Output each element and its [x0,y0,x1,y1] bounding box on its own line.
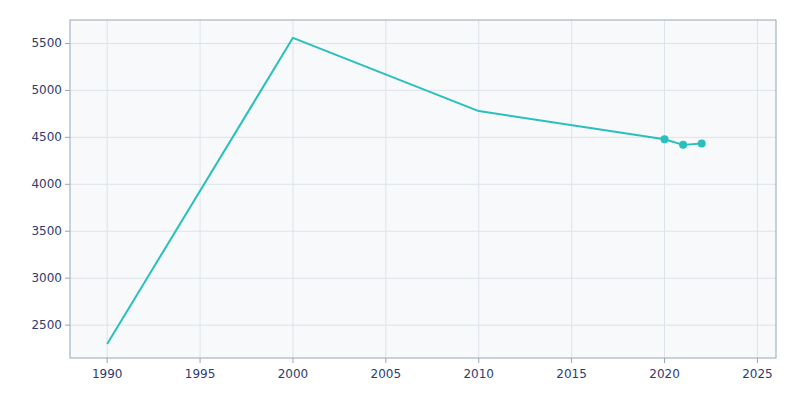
y-tick [65,278,70,279]
x-tick-label: 1990 [92,367,123,381]
y-tick-label: 5500 [31,36,62,50]
x-tick-label: 2015 [556,367,587,381]
x-grid-line [571,20,572,358]
line [107,38,702,344]
x-tick-label: 1995 [185,367,216,381]
chart: 2500 3000 3500 4000 4500 5000 5500 1990 1995 2000… [0,0,800,400]
x-grid-line [107,20,108,358]
y-tick-label: 4000 [31,177,62,191]
x-grid-line [292,20,293,358]
x-tick [292,358,293,363]
x-grid-line [664,20,665,358]
x-tick [107,358,108,363]
x-grid-line [757,20,758,358]
y-tick [65,137,70,138]
x-grid-line [478,20,479,358]
y-tick-label: 2500 [31,318,62,332]
y-tick [65,43,70,44]
y-tick [65,325,70,326]
plot-frame [70,20,776,358]
x-tick-label: 2025 [742,367,773,381]
data [107,38,706,344]
x-tick-label: 2000 [278,367,309,381]
y-tick-label: 5000 [31,83,62,97]
y-tick [65,184,70,185]
x-tick [664,358,665,363]
y-grid-line [70,43,776,44]
marker [679,141,687,149]
y-tick [65,231,70,232]
marker [661,135,669,143]
y-grid-line [70,278,776,279]
y-tick-label: 4500 [31,130,62,144]
x-tick-label: 2005 [371,367,402,381]
x-tick-label: 2010 [463,367,494,381]
grid [70,20,776,358]
y-tick [65,90,70,91]
y-grid-line [70,184,776,185]
y-tick-label: 3000 [31,271,62,285]
plot-area [70,20,776,358]
x-tick [478,358,479,363]
x-tick [385,358,386,363]
x-tick-label: 2020 [649,367,680,381]
y-grid-line [70,325,776,326]
x-grid-line [385,20,386,358]
x-tick [200,358,201,363]
y-tick-label: 3500 [31,224,62,238]
y-grid-line [70,137,776,138]
x-tick [757,358,758,363]
marker [698,139,706,147]
axes: 2500 3000 3500 4000 4500 5000 5500 1990 1995 2000… [31,36,772,381]
x-tick [571,358,572,363]
